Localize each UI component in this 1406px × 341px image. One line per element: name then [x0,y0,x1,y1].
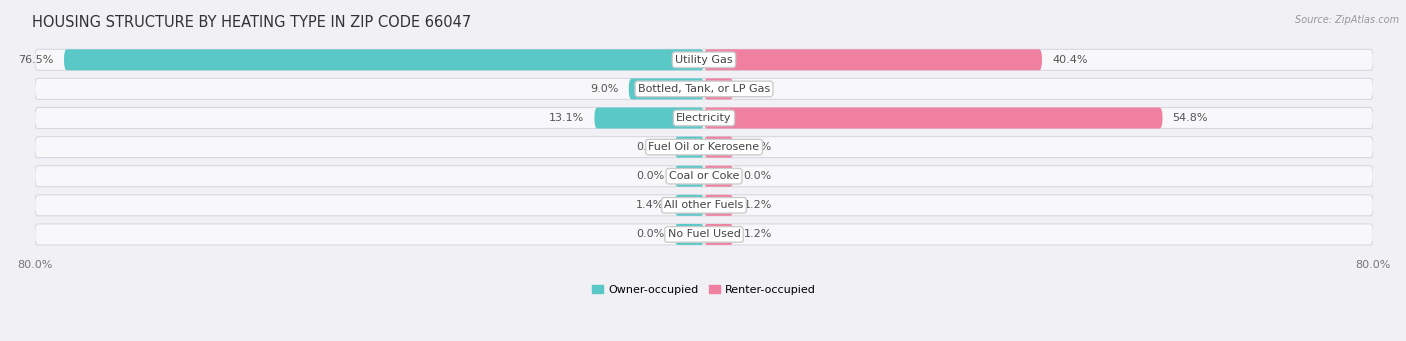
Text: 0.0%: 0.0% [744,171,772,181]
FancyBboxPatch shape [675,224,704,245]
FancyBboxPatch shape [675,195,704,216]
Text: 1.2%: 1.2% [744,229,772,239]
FancyBboxPatch shape [35,107,1374,129]
Text: Source: ZipAtlas.com: Source: ZipAtlas.com [1295,15,1399,25]
Text: 0.0%: 0.0% [637,171,665,181]
FancyBboxPatch shape [65,49,704,70]
FancyBboxPatch shape [35,137,1374,158]
Text: 0.0%: 0.0% [744,142,772,152]
FancyBboxPatch shape [675,137,704,158]
Text: 9.0%: 9.0% [591,84,619,94]
FancyBboxPatch shape [35,195,1374,216]
Text: 2.5%: 2.5% [744,84,772,94]
Text: 0.0%: 0.0% [637,142,665,152]
Text: Bottled, Tank, or LP Gas: Bottled, Tank, or LP Gas [638,84,770,94]
Text: 40.4%: 40.4% [1052,55,1088,65]
FancyBboxPatch shape [704,78,734,99]
FancyBboxPatch shape [35,166,1374,187]
Text: HOUSING STRUCTURE BY HEATING TYPE IN ZIP CODE 66047: HOUSING STRUCTURE BY HEATING TYPE IN ZIP… [32,15,471,30]
FancyBboxPatch shape [35,78,1374,99]
Text: All other Fuels: All other Fuels [665,200,744,210]
FancyBboxPatch shape [704,137,734,158]
FancyBboxPatch shape [595,107,704,129]
FancyBboxPatch shape [628,78,704,99]
Text: Coal or Coke: Coal or Coke [669,171,740,181]
FancyBboxPatch shape [704,195,734,216]
Legend: Owner-occupied, Renter-occupied: Owner-occupied, Renter-occupied [592,284,815,295]
Text: 54.8%: 54.8% [1173,113,1208,123]
Text: Electricity: Electricity [676,113,731,123]
FancyBboxPatch shape [704,107,1163,129]
FancyBboxPatch shape [704,49,1042,70]
Text: 1.4%: 1.4% [637,200,665,210]
Text: 1.2%: 1.2% [744,200,772,210]
Text: 76.5%: 76.5% [18,55,53,65]
Text: Fuel Oil or Kerosene: Fuel Oil or Kerosene [648,142,759,152]
FancyBboxPatch shape [704,224,734,245]
FancyBboxPatch shape [704,166,734,187]
Text: Utility Gas: Utility Gas [675,55,733,65]
FancyBboxPatch shape [35,224,1374,245]
Text: 0.0%: 0.0% [637,229,665,239]
FancyBboxPatch shape [675,166,704,187]
FancyBboxPatch shape [35,49,1374,70]
Text: No Fuel Used: No Fuel Used [668,229,741,239]
Text: 13.1%: 13.1% [550,113,585,123]
